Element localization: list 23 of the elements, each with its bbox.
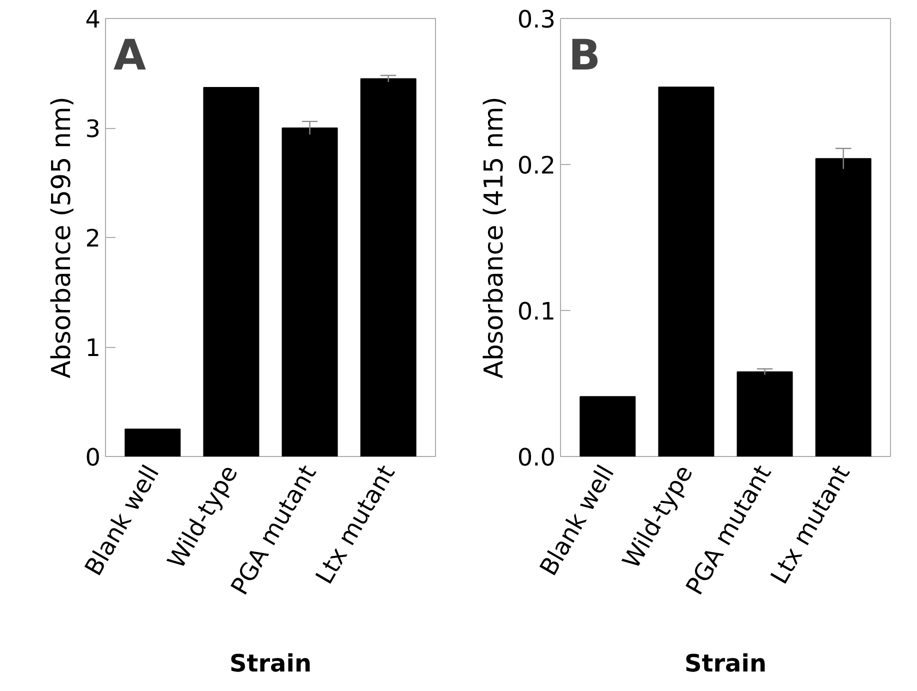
bar — [658, 86, 714, 456]
chart-title: A — [114, 30, 146, 80]
y-axis-title: Absorbance (415 nm) — [479, 96, 510, 378]
bar — [736, 371, 793, 456]
bar — [282, 128, 338, 456]
y-axis-title: Absorbance (595 nm) — [47, 96, 78, 378]
y-tick-label: 4 — [85, 6, 101, 34]
bar — [580, 396, 636, 456]
y-tick-label: 0.2 — [517, 152, 556, 180]
y-tick-label: 1 — [85, 334, 101, 362]
bar — [815, 158, 872, 456]
x-axis-title: Strain — [684, 650, 767, 678]
y-tick-label: 3 — [85, 115, 101, 143]
y-tick-label: 0.3 — [517, 6, 556, 34]
bar — [124, 428, 181, 456]
x-axis-title: Strain — [229, 650, 312, 678]
y-tick-label: 0.0 — [517, 444, 556, 472]
y-tick-label: 0.1 — [517, 298, 556, 326]
chart-title: B — [568, 30, 601, 80]
bar — [360, 78, 416, 456]
y-tick-label: 2 — [85, 224, 101, 252]
y-tick-label: 0 — [85, 444, 101, 472]
bar — [203, 86, 260, 456]
